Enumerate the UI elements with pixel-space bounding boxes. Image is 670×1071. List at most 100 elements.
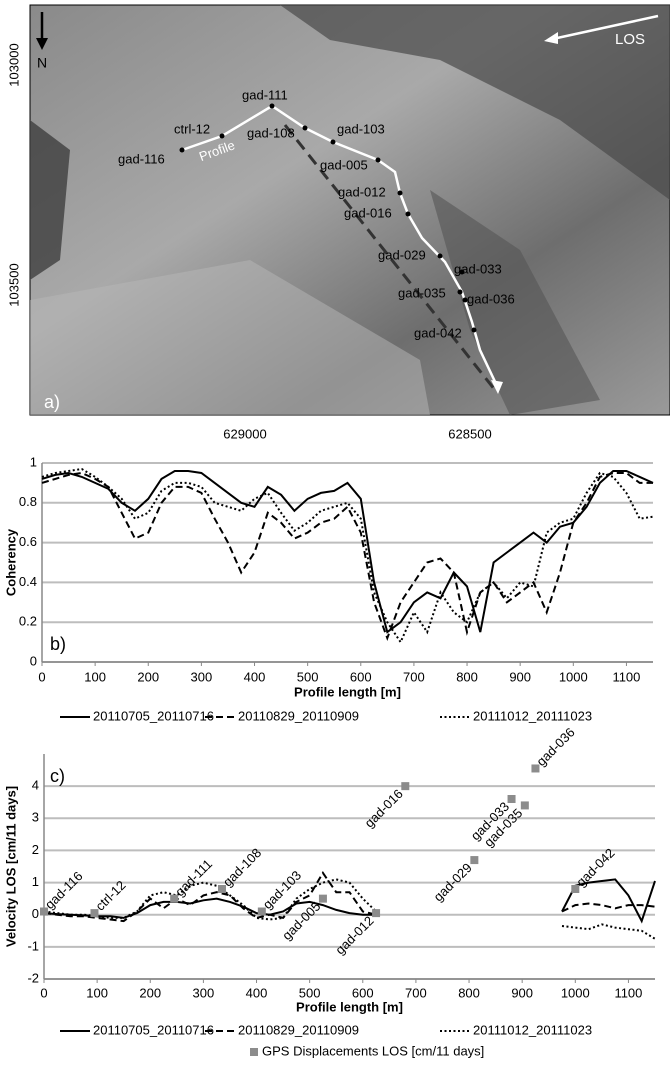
y-tick-label: 103000 bbox=[6, 43, 21, 86]
series-line bbox=[42, 471, 653, 632]
map-point-label: gad-012 bbox=[338, 184, 386, 199]
y-tick-label: 2 bbox=[32, 842, 39, 857]
y-tick-label: 0 bbox=[32, 906, 39, 921]
legend-label: 20110705_20110716 bbox=[93, 1022, 214, 1037]
gps-point bbox=[90, 909, 98, 917]
gps-label: gad-103 bbox=[260, 868, 304, 912]
legend-label: 20111012_20111023 bbox=[473, 708, 592, 723]
y-tick-label: 1 bbox=[32, 874, 39, 889]
gps-point bbox=[258, 908, 266, 916]
x-tick-label: 900 bbox=[511, 985, 533, 1000]
gps-point bbox=[170, 895, 178, 903]
north-label: N bbox=[37, 55, 47, 71]
x-tick-label: 0 bbox=[38, 669, 45, 684]
gps-point bbox=[401, 782, 409, 790]
gps-point bbox=[470, 856, 478, 864]
map-point-label: gad-116 bbox=[118, 151, 165, 166]
map-point bbox=[438, 254, 443, 259]
series-line bbox=[42, 469, 653, 642]
y-tick-label: 1 bbox=[30, 454, 37, 469]
map-point-label: gad-029 bbox=[378, 247, 426, 262]
gps-point bbox=[531, 764, 539, 772]
gps-point bbox=[372, 909, 380, 917]
map-point bbox=[398, 191, 403, 196]
y-tick-label: -2 bbox=[27, 970, 39, 985]
x-tick-label: 628500 bbox=[448, 426, 491, 441]
map-point-label: gad-042 bbox=[414, 325, 462, 340]
x-tick-label: 400 bbox=[244, 669, 266, 684]
gps-label: gad-116 bbox=[42, 868, 86, 912]
panel-label: c) bbox=[50, 766, 65, 786]
map-panel: N LOS a) Profile 103000 103500 629000 62… bbox=[6, 5, 670, 441]
gps-label: gad-036 bbox=[533, 725, 577, 769]
map-point bbox=[458, 290, 463, 295]
gps-label: gad-005 bbox=[279, 899, 323, 943]
y-tick-label: 0 bbox=[30, 653, 37, 668]
y-tick-label: 4 bbox=[32, 778, 39, 793]
map-point bbox=[406, 212, 411, 217]
x-tick-label: 800 bbox=[456, 669, 478, 684]
x-tick-label: 0 bbox=[40, 985, 47, 1000]
gps-point bbox=[319, 895, 327, 903]
series-line bbox=[42, 473, 653, 638]
x-tick-label: 600 bbox=[352, 985, 374, 1000]
legend-label: 20110705_20110716 bbox=[93, 708, 214, 723]
x-tick-label: 200 bbox=[137, 669, 159, 684]
map-point bbox=[376, 158, 381, 163]
map-point bbox=[270, 104, 275, 109]
y-axis-label: Coherency bbox=[3, 528, 18, 596]
x-tick-label: 100 bbox=[84, 669, 106, 684]
gps-label: gad-111 bbox=[172, 856, 215, 899]
y-axis-label: Velocity LOS [cm/11 days] bbox=[3, 786, 18, 947]
x-axis-label: Profile length [m] bbox=[296, 999, 403, 1014]
legend-label: GPS Displacements LOS [cm/11 days] bbox=[262, 1043, 484, 1058]
panel-label: b) bbox=[50, 634, 66, 654]
x-tick-label: 700 bbox=[403, 669, 425, 684]
map-point-label: gad-036 bbox=[467, 291, 515, 306]
map-point bbox=[220, 134, 225, 139]
x-tick-label: 300 bbox=[191, 669, 213, 684]
x-tick-label: 800 bbox=[458, 985, 480, 1000]
legend-label: 20110829_20110909 bbox=[238, 1022, 359, 1037]
x-tick-label: 629000 bbox=[223, 426, 266, 441]
legend-label: 20111012_20111023 bbox=[473, 1022, 592, 1037]
y-tick-label: 0.2 bbox=[19, 614, 37, 629]
x-tick-label: 1100 bbox=[614, 985, 642, 1000]
map-point bbox=[331, 140, 336, 145]
y-tick-label: 3 bbox=[32, 810, 39, 825]
gps-label: gad-016 bbox=[361, 786, 405, 830]
map-point-label: gad-108 bbox=[247, 125, 295, 140]
x-tick-label: 500 bbox=[297, 669, 319, 684]
gps-point bbox=[521, 801, 529, 809]
x-tick-label: 1000 bbox=[559, 669, 588, 684]
x-tick-label: 700 bbox=[405, 985, 427, 1000]
map-point bbox=[472, 328, 477, 333]
map-point-label: gad-033 bbox=[454, 261, 502, 276]
panel-label: a) bbox=[44, 392, 60, 412]
gps-point bbox=[508, 795, 516, 803]
gps-label: gad-012 bbox=[332, 913, 376, 957]
map-point-label: gad-111 bbox=[242, 87, 288, 102]
x-tick-label: 1100 bbox=[612, 669, 640, 684]
x-tick-label: 400 bbox=[246, 985, 268, 1000]
map-point-label: gad-035 bbox=[398, 285, 446, 300]
los-label: LOS bbox=[615, 31, 645, 48]
x-tick-label: 900 bbox=[509, 669, 531, 684]
gps-point bbox=[571, 885, 579, 893]
map-point-label: gad-005 bbox=[320, 157, 368, 172]
gps-point bbox=[40, 908, 48, 916]
gps-point bbox=[218, 885, 226, 893]
map-point-label: gad-016 bbox=[344, 205, 392, 220]
y-tick-label: 0.6 bbox=[19, 534, 37, 549]
y-tick-label: 103500 bbox=[6, 263, 21, 306]
x-tick-label: 500 bbox=[299, 985, 321, 1000]
figure: N LOS a) Profile 103000 103500 629000 62… bbox=[0, 0, 670, 1066]
x-tick-label: 1000 bbox=[561, 985, 590, 1000]
y-tick-label: 0.8 bbox=[19, 494, 37, 509]
x-axis-label: Profile length [m] bbox=[294, 684, 401, 699]
x-tick-label: 300 bbox=[193, 985, 215, 1000]
legend-label: 20110829_20110909 bbox=[238, 708, 359, 723]
map-point-label: gad-103 bbox=[337, 121, 385, 136]
map-point bbox=[180, 148, 185, 153]
y-tick-label: 0.4 bbox=[19, 574, 37, 589]
